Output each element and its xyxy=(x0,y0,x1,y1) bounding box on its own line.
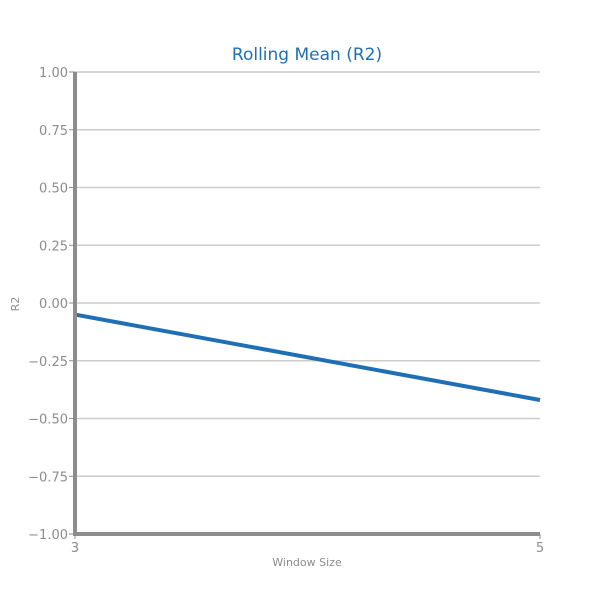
y-ticks: 1.00 0.75 0.50 0.25 0.00 −0.25 −0.50 −0.75 −1.00 xyxy=(28,66,75,543)
y-tick-label: 0.75 xyxy=(39,124,68,139)
y-tick-label: 0.25 xyxy=(39,239,68,254)
y-tick-label: 1.00 xyxy=(39,66,68,81)
y-tick-label: 0.00 xyxy=(39,297,68,312)
grid-lines xyxy=(75,71,540,535)
series-lines xyxy=(74,312,541,402)
y-tick-label: −0.25 xyxy=(28,355,68,370)
x-tick-label: 3 xyxy=(71,541,79,556)
x-axis-title: Window Size xyxy=(272,556,342,569)
y-tick-label: −0.75 xyxy=(28,470,68,485)
chart-title: Rolling Mean (R2) xyxy=(232,45,382,65)
y-tick-label: −0.50 xyxy=(28,413,68,428)
y-axis-title: R2 xyxy=(9,297,22,312)
series-line xyxy=(74,312,541,402)
x-tick-label: 5 xyxy=(536,541,544,556)
y-tick-label: −1.00 xyxy=(28,528,68,543)
y-tick-label: 0.50 xyxy=(39,182,68,197)
